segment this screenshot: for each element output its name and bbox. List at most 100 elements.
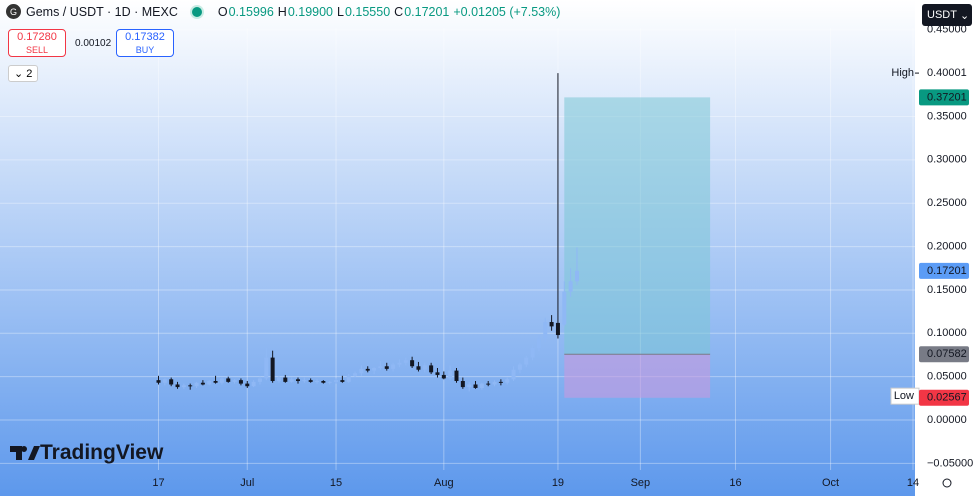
candle-body — [232, 380, 237, 382]
candle-body — [479, 383, 484, 388]
price-marker — [919, 89, 969, 106]
candle-body — [498, 381, 503, 383]
y-tick-label: −0.05000 — [927, 457, 973, 469]
price-marker — [919, 262, 969, 279]
candle-body — [213, 381, 218, 383]
symbol-icon: G — [6, 4, 21, 19]
x-tick-label: Aug — [434, 477, 454, 489]
candle-body — [295, 379, 300, 382]
profit-zone — [564, 97, 711, 355]
candle-body — [270, 357, 275, 382]
candle-body — [156, 380, 161, 383]
x-tick-label: Oct — [822, 477, 839, 489]
y-tick-label: 0.25000 — [927, 197, 967, 209]
candle-body — [530, 348, 535, 358]
candle-body — [492, 381, 497, 385]
price-axis — [915, 0, 977, 496]
candle-body — [251, 381, 256, 387]
loss-zone — [564, 354, 711, 398]
candle-body — [321, 381, 326, 383]
candle-body — [397, 362, 402, 365]
candle-body — [353, 373, 358, 376]
candle-body — [511, 369, 516, 380]
candle-body — [486, 383, 491, 385]
ohlc-key: L — [337, 4, 344, 19]
y-tick-label: 0.20000 — [927, 240, 967, 252]
candle-body — [416, 366, 421, 370]
status-dot — [189, 4, 204, 19]
candle-body — [162, 379, 167, 383]
indicator-count: 2 — [26, 68, 33, 80]
candle-body — [384, 366, 389, 369]
y-tick-label: 0.45000 — [927, 24, 967, 36]
candle-body — [524, 357, 529, 365]
candle-body — [568, 281, 573, 292]
candle-body — [219, 378, 224, 383]
candle-body — [207, 381, 212, 385]
candle-body — [302, 380, 307, 382]
candle-body — [448, 370, 453, 379]
candle-body — [505, 379, 510, 383]
candle-body — [536, 338, 541, 349]
marker-title: High — [891, 67, 914, 79]
change: +0.01205 (+7.53%) — [453, 4, 561, 19]
candle-body — [574, 270, 579, 282]
y-tick-label: 0.35000 — [927, 110, 967, 122]
price-marker-label: 0.07582 — [927, 348, 967, 360]
x-tick-label: 19 — [552, 477, 564, 489]
settings-icon[interactable] — [942, 478, 952, 488]
ohlc-key: H — [277, 4, 287, 19]
x-tick-label: 14 — [907, 477, 919, 489]
candle-body — [308, 380, 313, 382]
buy-label: BUY — [135, 45, 155, 55]
candle-body — [467, 384, 472, 388]
currency-button[interactable]: USDT ⌄ — [922, 4, 972, 26]
price-marker-label: 0.37201 — [927, 91, 967, 103]
candle-body — [378, 366, 383, 368]
x-tick-label: 15 — [330, 477, 342, 489]
candle-body — [410, 360, 415, 367]
header: G Gems / USDT · 1D · MEXC O 0.15996 H 0.19… — [6, 4, 564, 19]
candle-body — [188, 385, 193, 387]
symbol[interactable]: Gems / USDT · 1D · MEXC — [26, 4, 178, 19]
y-tick-label: 0.00000 — [927, 414, 967, 426]
price-marker — [919, 389, 969, 406]
candle-body — [245, 383, 250, 387]
currency: USDT — [927, 9, 957, 21]
candle-body — [175, 384, 180, 388]
candle-body — [276, 377, 281, 382]
y-tick-label: 0.05000 — [927, 371, 967, 383]
candle-body — [543, 322, 548, 339]
candle-body — [238, 380, 243, 384]
spread: 0.00102 — [75, 38, 112, 49]
candle-body — [226, 378, 231, 382]
candle-body — [169, 379, 174, 385]
x-tick-label: 16 — [729, 477, 741, 489]
candle-body — [340, 380, 345, 382]
marker-title: Low — [894, 390, 914, 402]
candle-body — [365, 368, 370, 371]
logo-text: TradingView — [40, 441, 164, 464]
candle-body — [549, 322, 554, 327]
candle-body — [289, 379, 294, 382]
y-tick-label: 0.30000 — [927, 154, 967, 166]
candle-body — [454, 370, 459, 382]
candle-body — [473, 384, 478, 388]
candle-body — [327, 381, 332, 383]
buy-button[interactable]: 0.17382 BUY — [116, 29, 174, 57]
ohlc-value: 0.15996 — [228, 4, 274, 19]
y-tick-label: 0.15000 — [927, 284, 967, 296]
y-tick-label: 0.10000 — [927, 327, 967, 339]
indicators-toggle[interactable]: ⌄ 2 — [8, 65, 39, 82]
price-marker-label: 0.02567 — [927, 392, 967, 404]
candle-body — [346, 375, 351, 382]
sell-button[interactable]: 0.17280 SELL — [8, 29, 66, 57]
logo: TradingView — [10, 441, 163, 465]
candle-body — [334, 380, 339, 382]
ohlc-key: C — [394, 4, 404, 19]
candle-body — [517, 364, 522, 370]
x-tick-label: Sep — [631, 477, 651, 489]
buy-price: 0.17382 — [125, 31, 165, 43]
